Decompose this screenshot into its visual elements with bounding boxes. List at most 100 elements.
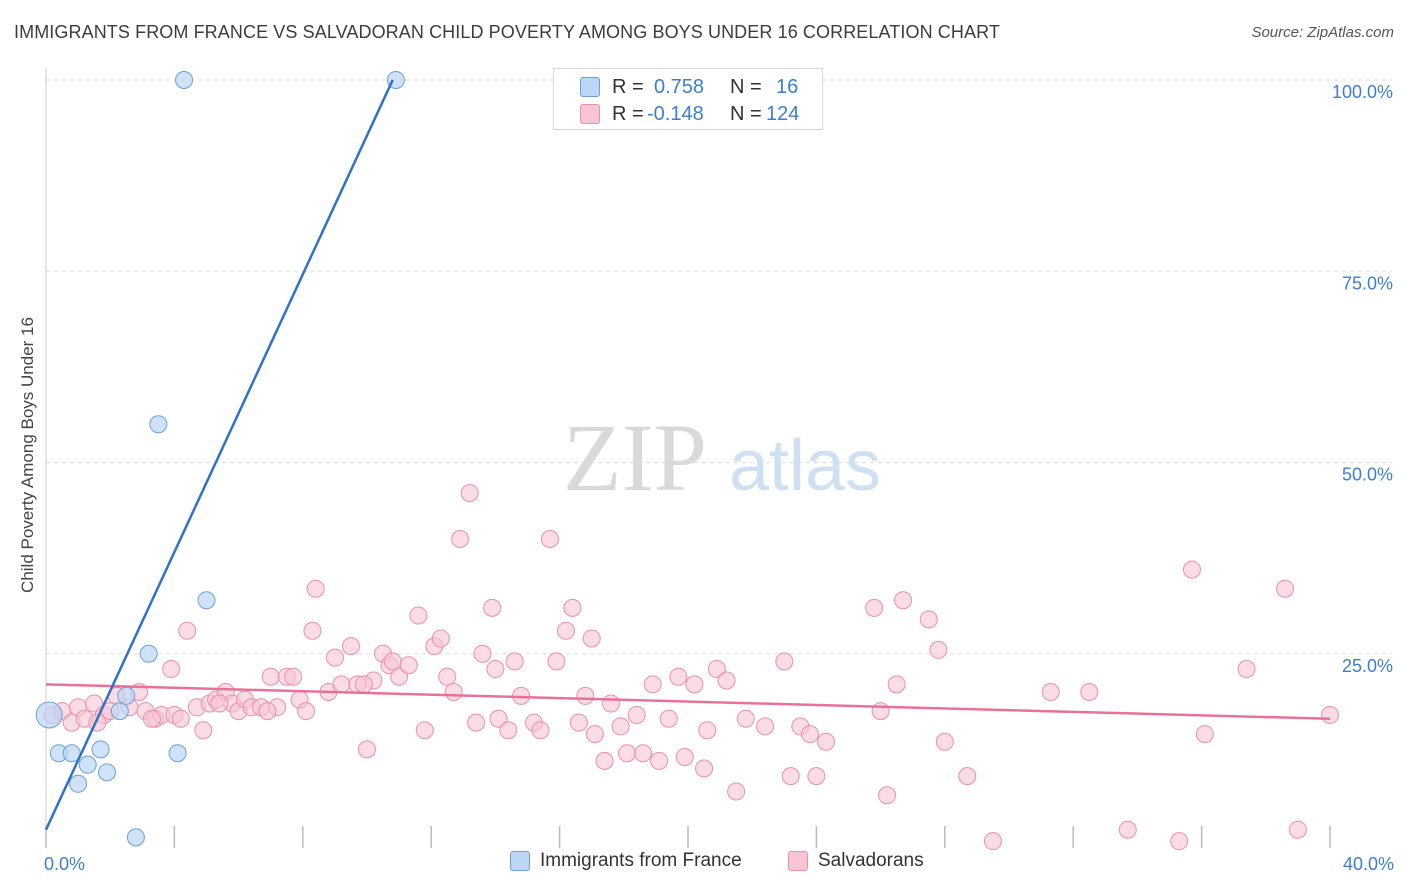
salvadorans-point <box>297 702 316 721</box>
salvadorans-point <box>618 744 637 763</box>
salvadorans-point <box>306 579 325 598</box>
salvadorans-point <box>650 751 669 770</box>
france-point <box>149 415 168 434</box>
france-point <box>126 828 145 847</box>
salvadorans-point <box>1237 660 1256 679</box>
grid-lines <box>46 79 1392 655</box>
salvadorans-point <box>756 717 775 736</box>
salvadorans-point <box>489 709 508 728</box>
salvadorans-point <box>958 767 977 786</box>
legend-item-france[interactable]: Immigrants from France <box>510 850 742 872</box>
salvadorans-point <box>399 656 418 675</box>
salvadorans-point <box>659 709 678 728</box>
salvadorans-point <box>390 667 409 686</box>
salvadorans-point <box>865 598 884 617</box>
salvadorans-point <box>1195 725 1214 744</box>
salvadorans-point <box>685 675 704 694</box>
salvadorans-point <box>675 748 694 767</box>
salvadorans-point <box>1170 832 1189 851</box>
france-trend-line <box>44 79 394 831</box>
salvadorans-point <box>576 686 595 705</box>
salvadorans-point <box>438 667 457 686</box>
salvadorans-point <box>409 606 428 625</box>
salvadorans-point <box>817 732 836 751</box>
salvadorans-point <box>358 740 376 759</box>
france-points <box>35 71 405 847</box>
salvadorans-point <box>887 675 906 694</box>
x-tick-label-max: 40.0% <box>1343 854 1394 874</box>
france-point <box>35 701 63 729</box>
salvadorans-point <box>1080 683 1099 701</box>
watermark-zip: ZIP <box>563 404 707 511</box>
france-n-value: 16 <box>776 75 799 98</box>
france-point <box>97 763 116 782</box>
salvadorans-point <box>473 644 492 663</box>
salv-r-value: -0.148 <box>647 102 704 125</box>
y-tick-label: 100.0% <box>1332 82 1393 102</box>
salvadorans-point <box>210 694 229 713</box>
salvadorans-point <box>531 721 550 740</box>
salvadorans-point <box>1288 820 1307 839</box>
salvadorans-point <box>601 694 620 713</box>
salvadorans-point <box>807 767 826 786</box>
salvadorans-point <box>431 629 450 648</box>
salvadorans-point <box>781 767 800 786</box>
france-point <box>69 774 88 793</box>
salvadorans-point <box>171 709 190 728</box>
salvadorans-point <box>695 759 714 778</box>
salvadorans-point <box>557 621 576 640</box>
salvadorans-point <box>499 721 518 740</box>
salvadorans-point <box>563 598 582 617</box>
salvadorans-point <box>85 694 104 713</box>
salvadorans-point <box>194 721 213 740</box>
salvadorans-point <box>444 683 463 701</box>
y-tick-label: 75.0% <box>1342 273 1393 293</box>
france-swatch <box>580 77 600 97</box>
salvadorans-point <box>1182 560 1201 579</box>
france-r-value: 0.758 <box>654 75 705 98</box>
salvadorans-points <box>43 484 1339 851</box>
salvadorans-point <box>178 621 197 640</box>
legend-item-salvadorans[interactable]: Salvadorans <box>788 850 924 872</box>
salvadorans-point <box>595 751 614 770</box>
legend-salv-swatch <box>788 851 808 871</box>
watermark-atlas: atlas <box>729 426 881 506</box>
legend-salv-label: Salvadorans <box>818 850 924 871</box>
salvadorans-point <box>258 702 277 721</box>
france-point <box>110 702 129 721</box>
salvadorans-point <box>894 591 913 610</box>
salvadorans-point <box>505 652 524 671</box>
france-point <box>91 740 110 759</box>
salvadorans-point <box>460 484 479 503</box>
salvadorans-point <box>929 640 948 659</box>
salvadorans-point <box>634 744 653 763</box>
salvadorans-swatch <box>580 104 600 124</box>
stats-row-salvadorans: R = -0.148 N = 124 <box>554 101 822 127</box>
bottom-legend: Immigrants from France Salvadorans <box>0 850 1406 880</box>
salvadorans-point <box>585 725 604 744</box>
france-point <box>78 755 97 774</box>
legend-france-swatch <box>510 851 530 871</box>
salvadorans-trend-line <box>45 683 1331 721</box>
salvadorans-point <box>878 786 897 805</box>
salvadorans-point <box>415 721 434 740</box>
salvadorans-point <box>451 530 470 548</box>
salvadorans-point <box>483 598 502 617</box>
salvadorans-point <box>540 530 559 548</box>
salvadorans-point <box>383 652 402 671</box>
stats-legend: R = 0.758 N = 16 R = -0.148 N = 124 <box>553 68 823 130</box>
salvadorans-point <box>871 702 890 721</box>
salvadorans-point <box>547 652 566 671</box>
salvadorans-point <box>627 705 646 724</box>
salvadorans-point <box>736 709 755 728</box>
france-n-label: N = <box>730 75 762 98</box>
salvadorans-point <box>354 675 373 694</box>
salvadorans-point <box>142 709 161 728</box>
trend-lines <box>44 79 1331 831</box>
salvadorans-point <box>727 782 746 801</box>
france-point <box>175 71 194 89</box>
salv-r-label: R = <box>612 102 644 125</box>
tick-labels: 25.0% 50.0% 75.0% 100.0% 0.0% 40.0% <box>44 82 1394 874</box>
salvadorans-point <box>800 725 819 744</box>
